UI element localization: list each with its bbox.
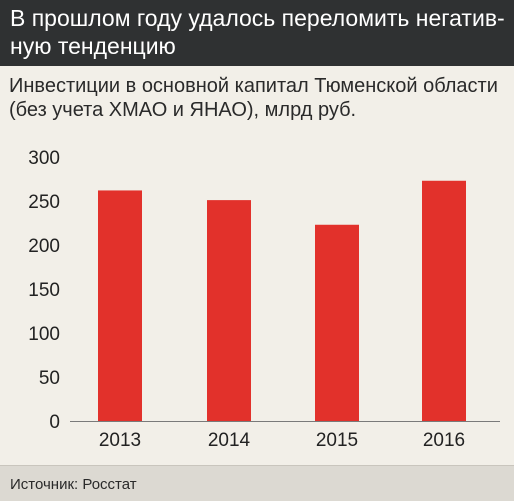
- x-tick-label: 2015: [316, 430, 358, 451]
- y-axis: 0 50 100 150 200 250 300: [28, 148, 60, 433]
- x-tick-label: 2014: [208, 430, 251, 451]
- x-tick-label: 2013: [99, 430, 141, 451]
- bar-chart: 0 50 100 150 200 250 300 2013 2014 2015 2016: [28, 148, 500, 451]
- y-tick-label: 0: [49, 412, 60, 433]
- source-bar: Источник: Росстат: [0, 465, 514, 501]
- y-tick-label: 250: [28, 192, 60, 213]
- bars-group: [98, 180, 466, 421]
- y-tick-label: 300: [28, 148, 60, 169]
- bar-2014: [207, 200, 251, 421]
- y-tick-label: 150: [28, 280, 60, 301]
- chart-header: В прошлом году удалось переломить негати…: [0, 0, 514, 66]
- source-text: Источник: Росстат: [10, 476, 137, 493]
- y-tick-label: 100: [28, 324, 60, 345]
- x-axis: 2013 2014 2015 2016: [99, 430, 465, 451]
- y-tick-label: 50: [39, 368, 60, 389]
- chart-title: В прошлом году удалось переломить негати…: [10, 5, 505, 59]
- x-tick-label: 2016: [423, 430, 465, 451]
- chart-subtitle: Инвестиции в основной капитал Тюменской …: [9, 75, 498, 121]
- bar-2013: [98, 190, 142, 421]
- bar-2015: [315, 224, 359, 421]
- y-tick-label: 200: [28, 236, 60, 257]
- bar-2016: [422, 180, 466, 421]
